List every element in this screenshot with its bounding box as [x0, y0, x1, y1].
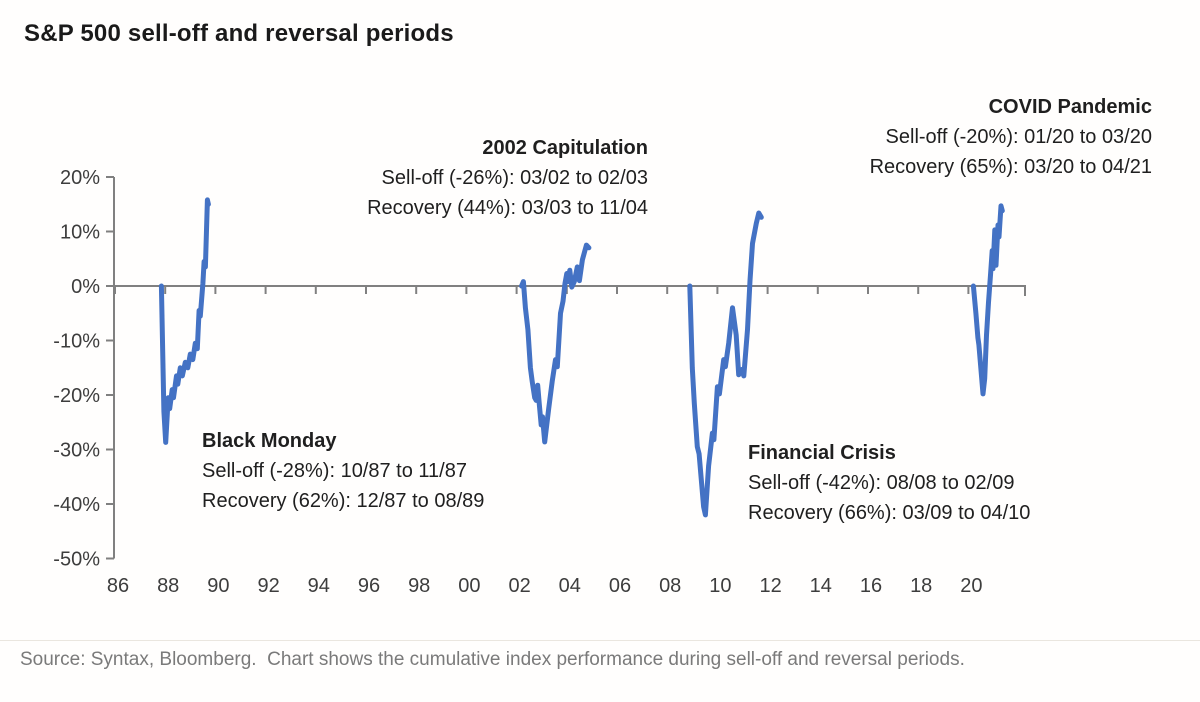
y-axis-label: 20% [60, 167, 100, 189]
annotation-2002-title: 2002 Capitulation [482, 137, 648, 159]
x-axis-label: 08 [659, 575, 681, 597]
annotation-black-monday-title: Black Monday [202, 430, 337, 452]
annotation-2002-capitulation: 2002 Capitulation Sell-off (-26%): 03/02… [367, 133, 648, 223]
x-axis-label: 12 [759, 575, 781, 597]
x-axis-label: 20 [960, 575, 982, 597]
x-axis-label: 98 [408, 575, 430, 597]
series-line-black-monday [158, 197, 211, 445]
annotation-covid-selloff: Sell-off (-20%): 01/20 to 03/20 [885, 126, 1152, 148]
y-axis-label: -50% [53, 549, 100, 571]
series-line-2002-capitulation [519, 242, 592, 445]
annotation-financial-crisis-selloff: Sell-off (-42%): 08/08 to 02/09 [748, 472, 1015, 494]
series-line-covid-pandemic [970, 203, 1005, 397]
y-axis-label: -10% [53, 331, 100, 353]
annotation-covid-pandemic: COVID Pandemic Sell-off (-20%): 01/20 to… [870, 92, 1152, 182]
y-axis-label: -40% [53, 494, 100, 516]
annotation-financial-crisis: Financial Crisis Sell-off (-42%): 08/08 … [748, 438, 1030, 528]
annotation-2002-recovery: Recovery (44%): 03/03 to 11/04 [367, 197, 648, 219]
x-axis-label: 14 [810, 575, 832, 597]
y-axis-label: -20% [53, 385, 100, 407]
x-axis-label: 02 [508, 575, 530, 597]
annotation-black-monday: Black Monday Sell-off (-28%): 10/87 to 1… [202, 426, 484, 516]
footer-divider [0, 640, 1200, 641]
series-line-financial-crisis [687, 210, 764, 518]
x-axis-label: 04 [559, 575, 581, 597]
annotation-financial-crisis-title: Financial Crisis [748, 442, 896, 464]
x-axis-label: 96 [358, 575, 380, 597]
x-axis-label: 88 [157, 575, 179, 597]
annotation-financial-crisis-recovery: Recovery (66%): 03/09 to 04/10 [748, 502, 1031, 524]
annotation-black-monday-selloff: Sell-off (-28%): 10/87 to 11/87 [202, 460, 467, 482]
y-axis-label: -30% [53, 440, 100, 462]
y-axis-label: 10% [60, 222, 100, 244]
x-axis-label: 06 [609, 575, 631, 597]
x-axis-label: 10 [709, 575, 731, 597]
x-axis-label: 90 [207, 575, 229, 597]
x-axis-label: 00 [458, 575, 480, 597]
x-axis-label: 18 [910, 575, 932, 597]
chart-title: S&P 500 sell-off and reversal periods [24, 20, 454, 47]
x-axis-label: 16 [860, 575, 882, 597]
annotation-black-monday-recovery: Recovery (62%): 12/87 to 08/89 [202, 490, 485, 512]
annotation-2002-selloff: Sell-off (-26%): 03/02 to 02/03 [381, 167, 648, 189]
annotation-covid-recovery: Recovery (65%): 03/20 to 04/21 [869, 156, 1152, 178]
x-axis-label: 94 [308, 575, 330, 597]
source-note: Source: Syntax, Bloomberg. Chart shows t… [20, 649, 965, 670]
x-axis-label: 92 [257, 575, 279, 597]
annotation-covid-title: COVID Pandemic [988, 96, 1152, 118]
y-axis-label: 0% [71, 276, 100, 298]
x-axis-label: 86 [107, 575, 129, 597]
